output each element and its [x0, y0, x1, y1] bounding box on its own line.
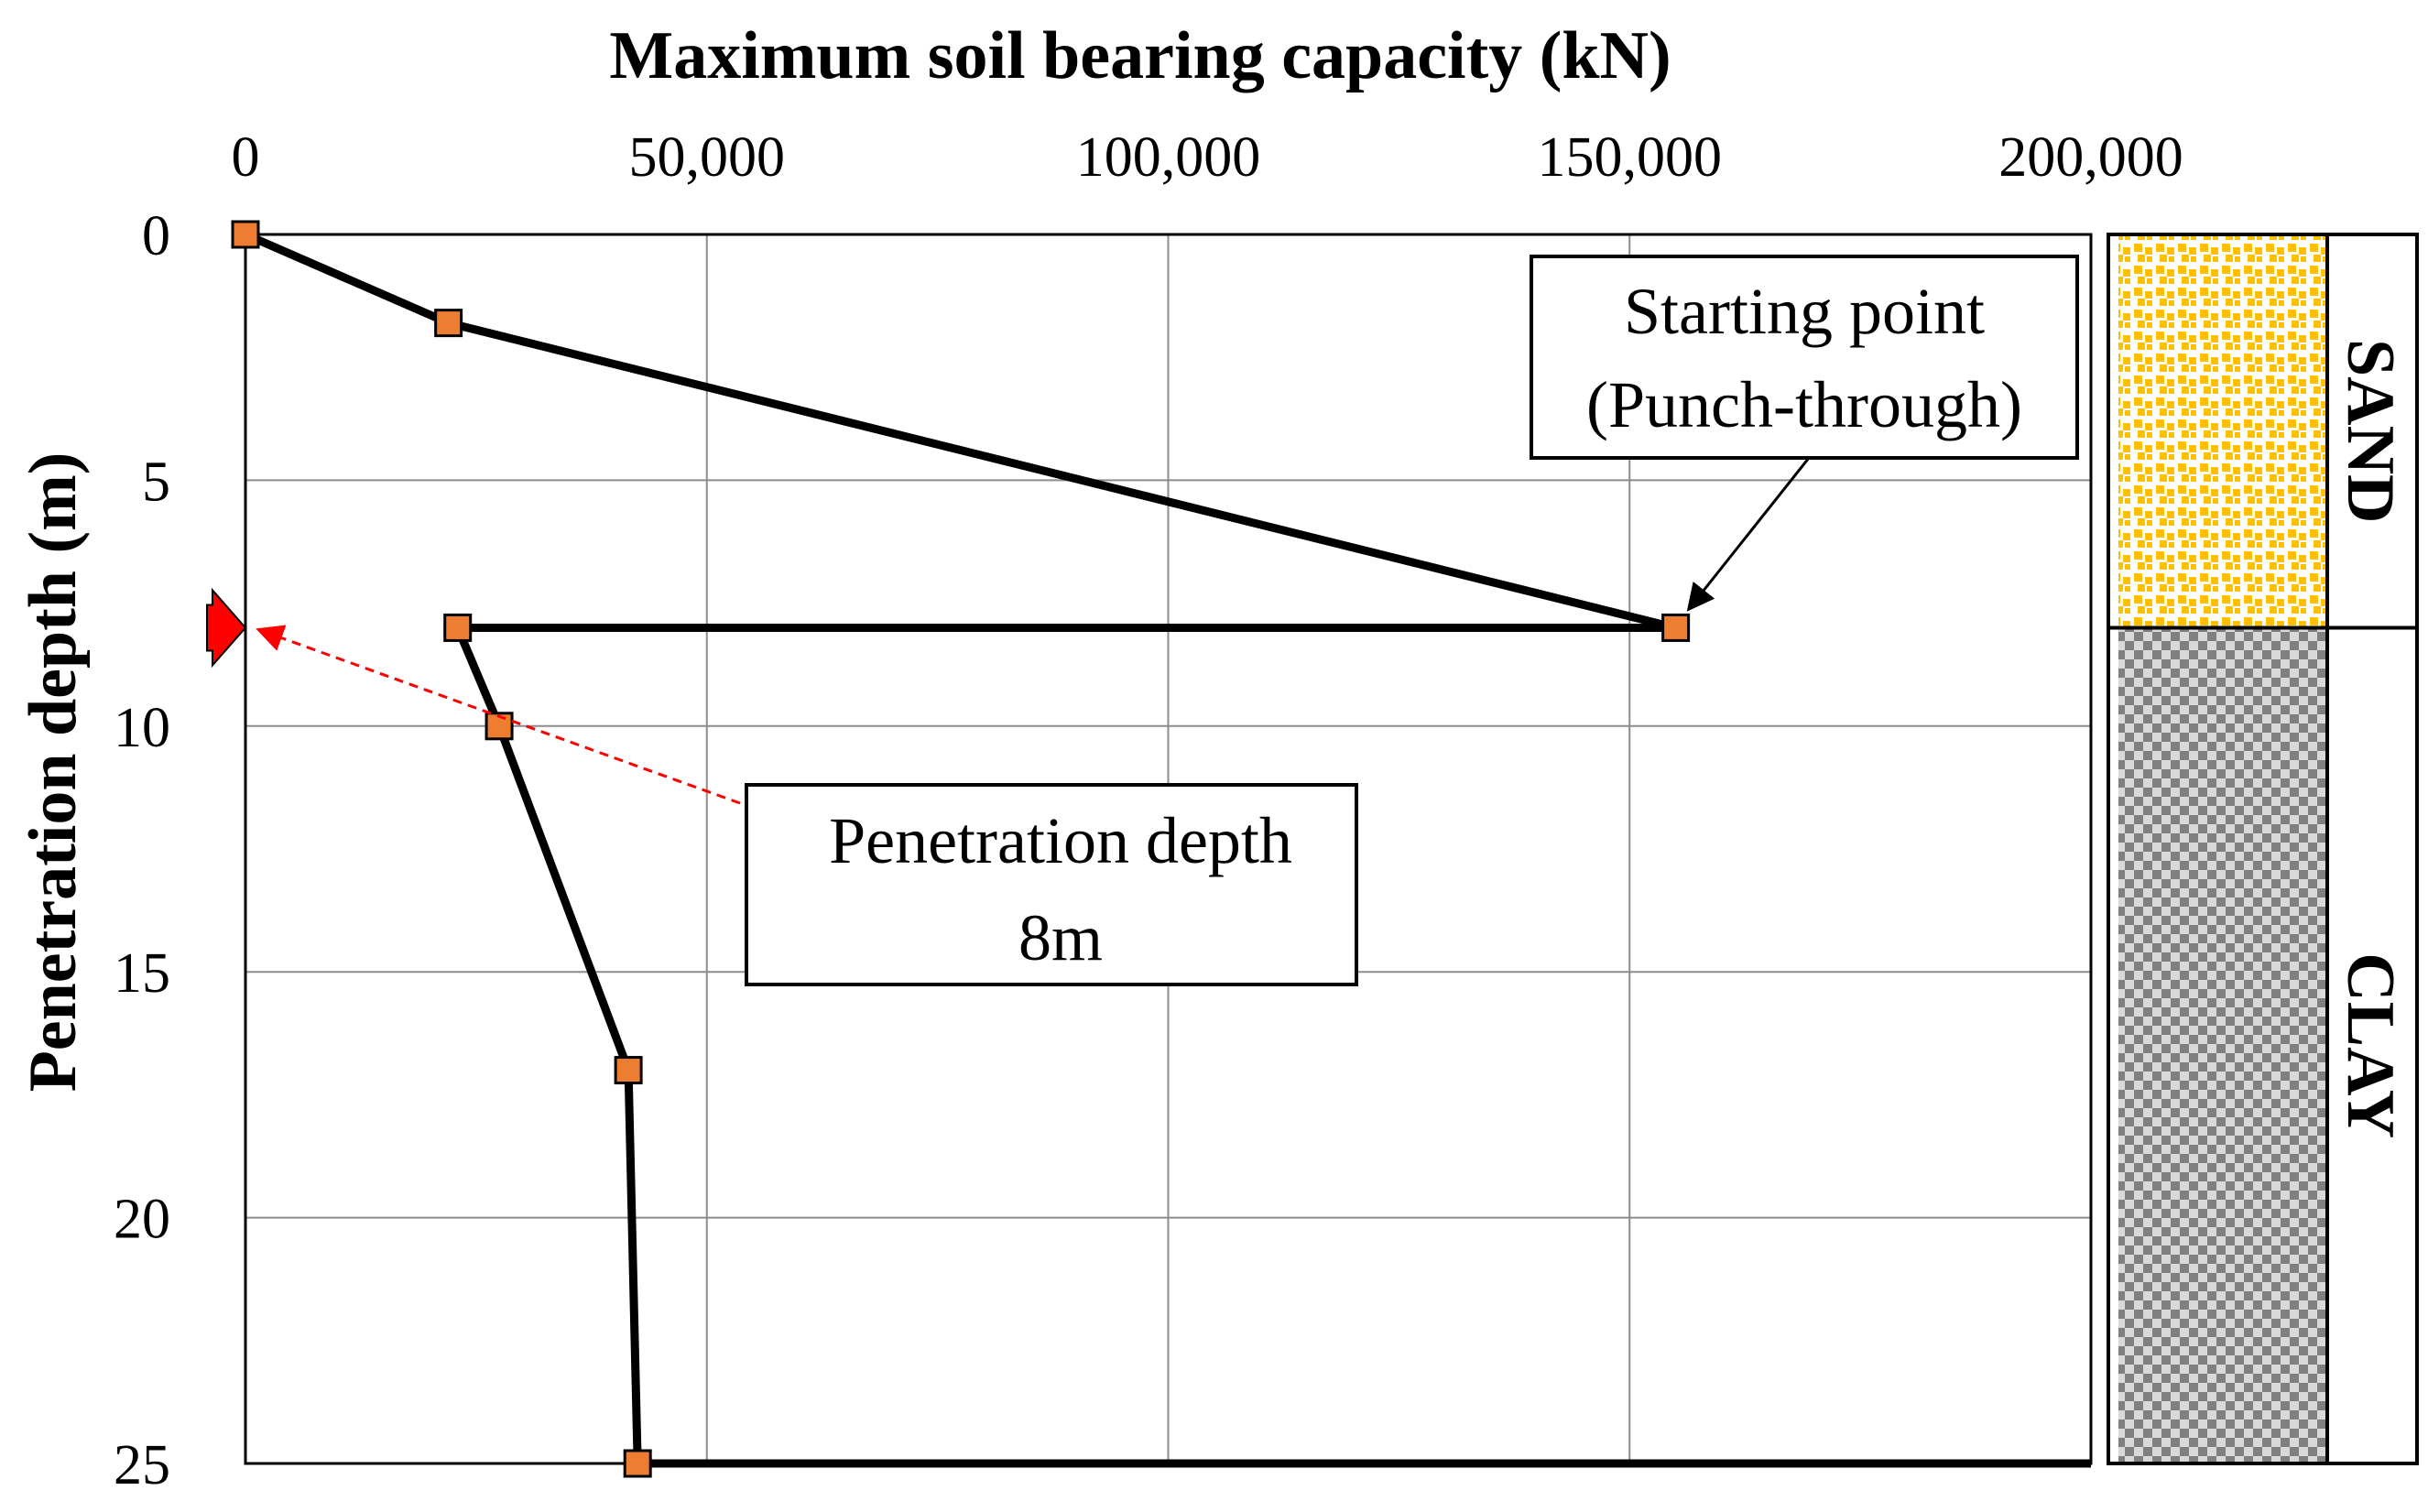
y-tick-label: 15: [114, 942, 170, 1005]
penetration-depth-arrow: [256, 625, 741, 805]
x-tick-label: 0: [232, 126, 260, 189]
sand-layer: [2118, 234, 2327, 628]
data-point-marker: [614, 1056, 643, 1085]
data-series: [231, 220, 2091, 1478]
data-point-marker: [1661, 613, 1691, 642]
starting-point-line-2: (Punch-through): [1586, 368, 2022, 441]
y-tick-labels: 0 5 10 15 20 25: [114, 205, 170, 1496]
y-tick-label: 5: [142, 451, 170, 513]
data-point-marker: [231, 220, 260, 249]
series-line: [244, 230, 2091, 1468]
soil-column: SAND CLAY: [2107, 233, 2419, 1465]
x-tick-labels: 0 50,000 100,000 150,000 200,000: [232, 126, 2183, 189]
x-axis-title: Maximum soil bearing capacity (kN): [609, 18, 1671, 93]
y-tick-label: 10: [114, 697, 170, 759]
data-point-marker: [485, 712, 514, 741]
starting-point-callout-box: [1530, 255, 2079, 460]
y-axis-title: Penetration depth (m): [16, 452, 91, 1093]
clay-layer: [2118, 627, 2327, 1463]
data-point-marker: [623, 1449, 652, 1478]
data-point-marker: [443, 613, 473, 642]
x-tick-label: 100,000: [1076, 126, 1261, 189]
soil-column-frame: [2107, 233, 2419, 1465]
y-tick-label: 20: [114, 1189, 170, 1251]
x-tick-label: 150,000: [1538, 126, 1723, 189]
starting-point-line-1: Starting point: [1624, 275, 1985, 348]
x-tick-label: 200,000: [1998, 126, 2183, 189]
clay-label: CLAY: [2333, 952, 2408, 1138]
data-point-marker: [434, 309, 463, 338]
x-tick-label: 50,000: [629, 126, 786, 189]
starting-point-arrow: [1686, 457, 1811, 612]
sand-label: SAND: [2333, 339, 2408, 523]
penetration-depth-callout-box: [745, 783, 1358, 986]
y-tick-label: 25: [114, 1434, 170, 1496]
penetration-depth-line-1: Penetration depth: [829, 804, 1292, 877]
penetration-depth-marker-arrow: [206, 587, 247, 669]
y-tick-label: 0: [142, 205, 170, 267]
penetration-depth-line-2: 8m: [1018, 901, 1103, 974]
